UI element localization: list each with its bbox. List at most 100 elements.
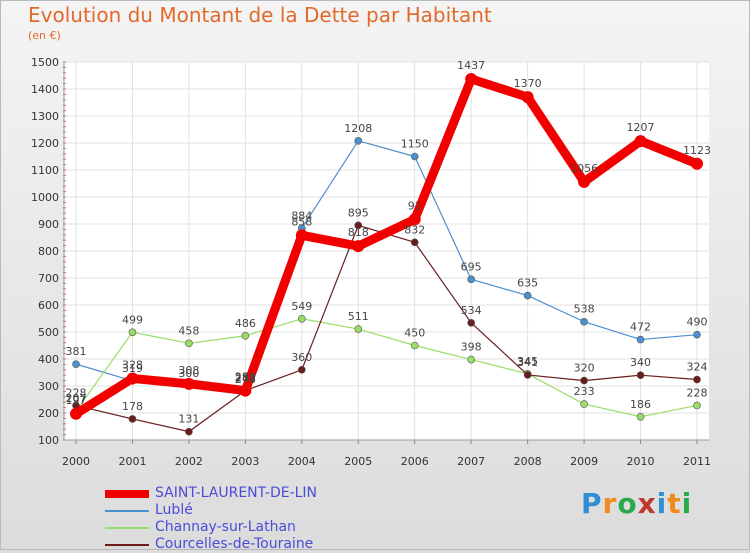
y-tick-label: 600 [38,299,59,312]
data-label: 450 [404,327,425,340]
data-point [128,415,137,423]
data-label: 635 [517,277,538,290]
legend-item-3[interactable]: Courcelles-de-Touraine [105,536,365,553]
data-label: 178 [122,400,143,413]
data-label: 308 [178,364,199,377]
grid-layer [64,61,709,441]
axes-layer: 100 200 300 400 500 600 700 800 900 1000 1100 1200 1… [31,56,711,468]
x-tick-label: 2001 [118,455,146,468]
data-label: 324 [687,361,708,374]
data-point [521,91,534,104]
data-label: 486 [235,317,256,330]
data-point [523,291,532,300]
data-label: 1123 [683,144,711,157]
legend-swatch [105,490,149,498]
x-tick-label: 2002 [175,455,203,468]
data-label: 341 [517,356,538,369]
logo-letter: i [681,487,693,520]
data-point [128,328,137,337]
data-label: 131 [178,413,199,426]
data-label: 1207 [627,121,655,134]
data-point [295,229,308,242]
data-point [298,365,306,374]
y-tick-label: 500 [38,326,59,339]
data-label: 328 [122,358,143,371]
data-point [70,407,82,420]
data-point [72,360,80,368]
data-point [467,355,475,364]
y-tick-label: 1400 [31,83,59,96]
series-line-0 [71,74,702,419]
data-point [185,339,193,348]
data-label: 511 [348,310,369,323]
data-label: 818 [348,226,369,239]
data-point [578,175,591,188]
y-tick-label: 300 [38,380,59,393]
logo-letter: o [617,487,638,520]
data-label: 340 [630,356,651,369]
data-point [465,73,478,86]
data-point [523,371,532,379]
data-point [298,314,306,323]
y-tick-label: 900 [38,218,59,231]
data-label: 1370 [514,77,542,90]
legend-swatch [105,527,149,529]
data-label: 695 [461,260,482,273]
data-point [410,341,419,350]
data-label: 538 [574,303,595,316]
x-tick-label: 2004 [288,455,316,468]
logo-letter: i [656,487,668,520]
data-label: 283 [235,372,256,385]
legend-item-2[interactable]: Channay-sur-Lathan [105,519,365,536]
data-point [580,400,588,408]
logo-letter: x [637,487,657,520]
data-point [354,221,363,230]
legend-item-1[interactable]: Lublé [105,502,365,519]
x-tick-label: 2006 [401,455,429,468]
x-tick-label: 2011 [683,455,711,468]
data-point [352,240,365,253]
data-label: 858 [291,215,312,228]
data-label: 283 [235,371,256,384]
x-tick-label: 2005 [344,455,372,468]
data-label: 320 [574,362,595,375]
legend: SAINT-LAURENT-DE-LIN Lublé Channay-sur-L… [105,485,365,553]
data-point [636,371,645,380]
data-label: 186 [630,398,651,411]
data-point [580,376,588,385]
legend-item-0[interactable]: SAINT-LAURENT-DE-LIN [105,485,365,502]
data-point [126,372,139,385]
legend-swatch [105,510,149,512]
y-tick-label: 1200 [31,137,59,150]
x-tick-label: 2000 [62,455,90,468]
series-layer [70,73,703,436]
data-point [354,137,363,145]
data-label: 91 [408,199,422,212]
proxiti-logo: Proxiti [581,487,692,520]
data-label: 228 [66,386,87,399]
y-tick-label: 200 [38,407,59,420]
data-label: 197 [66,394,87,407]
data-point [410,238,419,247]
data-point [408,213,421,226]
data-label: 884 [291,209,312,222]
data-labels-layer: 381 319 300 278 884 1208 1150 695 635 538 472 490 20… [66,59,712,426]
data-label: 832 [404,223,425,236]
y-tick-label: 1300 [31,110,59,123]
data-label: 1437 [457,59,485,72]
data-label: 534 [461,304,482,317]
y-tick-label: 1500 [31,56,59,69]
x-tick-label: 2009 [570,455,598,468]
data-point [693,375,701,384]
x-tick-label: 2010 [627,455,655,468]
data-label: 1056 [570,162,598,175]
data-point [691,157,703,170]
data-point [182,377,195,390]
y-tick-label: 1000 [31,191,59,204]
data-point [185,427,193,436]
data-point [636,412,645,421]
data-label: 233 [574,385,595,398]
chart-title: Evolution du Montant de la Dette par Hab… [28,3,492,27]
y-tick-label: 1100 [31,164,59,177]
